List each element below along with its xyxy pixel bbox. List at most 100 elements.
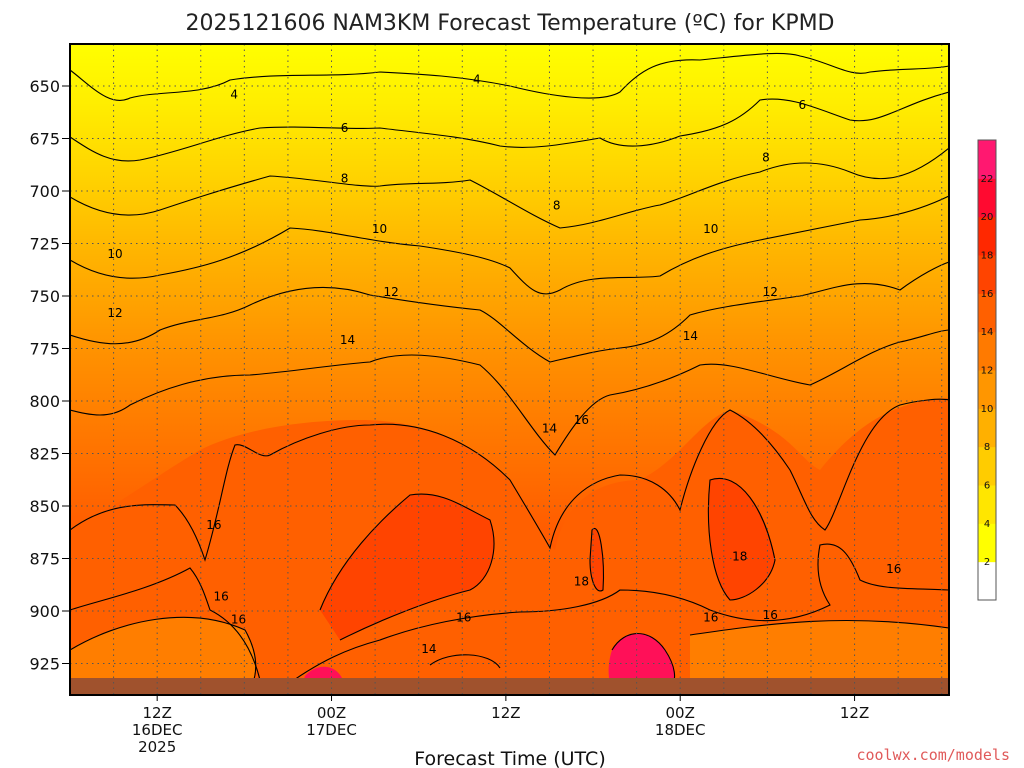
colorbar-segment	[978, 216, 996, 256]
ground-strip	[70, 678, 949, 695]
y-tick-label-900: 900	[29, 602, 60, 621]
contour-label-16: 16	[703, 610, 718, 624]
contour-label-14: 14	[340, 333, 355, 347]
band-14-16	[70, 398, 949, 695]
contour-label-12: 12	[107, 306, 122, 320]
x-tick-label: 12Z	[491, 704, 520, 722]
colorbar-tick-16: 16	[981, 289, 994, 300]
y-tick-label-875: 875	[29, 550, 60, 569]
contour-label-10: 10	[372, 222, 387, 236]
y-tick-label-700: 700	[29, 182, 60, 201]
contour-16-southwest	[70, 567, 261, 681]
band-16-18-b	[708, 478, 775, 600]
y-tick-label-800: 800	[29, 392, 60, 411]
colorbar-segment	[978, 178, 996, 218]
colorbar-tick-18: 18	[981, 251, 994, 262]
contour-label-8: 8	[553, 199, 561, 213]
y-tick-label-825: 825	[29, 445, 60, 464]
gridlines	[70, 44, 949, 695]
contour-6	[70, 91, 949, 162]
contour-14-pocket	[429, 654, 501, 669]
colorbar-segment	[978, 255, 996, 294]
contour-label-14: 14	[421, 642, 436, 656]
contour-label-12: 12	[763, 285, 778, 299]
colorbar-tick-10: 10	[981, 404, 994, 415]
x-tick-label: 00Z	[666, 704, 695, 722]
contour-18-c	[589, 527, 604, 592]
colorbar-segment	[978, 446, 996, 486]
contour-label-16: 16	[763, 608, 778, 622]
contour-label-8: 8	[762, 150, 770, 164]
contour-label-14: 14	[683, 329, 698, 343]
x-axis-label: Forecast Time (UTC)	[414, 748, 605, 768]
colorbar-segment	[978, 293, 996, 333]
contour-12	[70, 261, 949, 363]
colorbar-segment	[978, 523, 996, 563]
colorbar-segment	[978, 370, 996, 409]
contour-10	[70, 195, 949, 295]
contour-label-6: 6	[798, 98, 806, 112]
colorbar-tick-20: 20	[981, 212, 994, 223]
contour-14-low-b	[689, 619, 949, 636]
band-low-12-14-b	[690, 620, 949, 690]
y-tick-label-925: 925	[29, 655, 60, 674]
temperature-field	[70, 44, 949, 695]
x-tick-label: 12Z	[142, 704, 171, 722]
y-tick-label-650: 650	[29, 77, 60, 96]
band-low-12-14	[70, 617, 256, 690]
contour-label-16: 16	[206, 518, 221, 532]
plot-frame	[69, 43, 950, 696]
y-tick-label-725: 725	[29, 235, 60, 254]
band-16-18-c	[590, 528, 604, 591]
x-tick-label: 00Z	[317, 704, 346, 722]
colorbar-tick-8: 8	[984, 442, 990, 453]
colorbar-segment	[978, 561, 996, 601]
contour-label-16: 16	[213, 589, 228, 603]
colorbar-tick-12: 12	[981, 366, 994, 377]
contour-label-16: 16	[574, 413, 589, 427]
x-tick-label: 18DEC	[655, 721, 706, 739]
contour-18-b	[707, 477, 776, 601]
band-18-plus	[608, 633, 675, 690]
contour-label-10: 10	[107, 247, 122, 261]
x-tick-label: 2025	[138, 738, 176, 756]
y-axis: 650 675 700 725 750 775 800 825 850 875 900 925	[29, 77, 70, 674]
contour-label-18: 18	[574, 575, 589, 589]
colorbar-segment	[978, 485, 996, 524]
contour-label-14: 14	[542, 421, 557, 435]
contour-label-4: 4	[230, 87, 238, 101]
colorbar-segment	[978, 331, 996, 371]
contour-14	[70, 329, 949, 456]
x-tick-label: 16DEC	[132, 721, 183, 739]
contour-14-low	[70, 616, 257, 691]
credit-text: coolwx.com/models	[856, 746, 1010, 764]
contour-16-south	[279, 543, 949, 691]
x-tick-label: 17DEC	[306, 721, 357, 739]
contour-label-6: 6	[341, 121, 349, 135]
contour-18-a	[319, 493, 495, 641]
y-tick-label-750: 750	[29, 287, 60, 306]
contour-label-16: 16	[231, 612, 246, 626]
contour-label-16: 16	[886, 562, 901, 576]
colorbar-segment	[978, 140, 996, 179]
contour-label-8: 8	[341, 171, 349, 185]
contour-8	[70, 147, 949, 229]
y-tick-label-850: 850	[29, 497, 60, 516]
colorbar-tick-14: 14	[981, 327, 994, 338]
contour-label-10: 10	[703, 222, 718, 236]
contour-label-4: 4	[473, 73, 481, 87]
x-tick-label: 12Z	[840, 704, 869, 722]
colorbar: 2 4 6 8 10 12 14 16 18 20 22	[977, 139, 997, 601]
contour-label-12: 12	[383, 285, 398, 299]
colorbar-frame	[977, 139, 997, 601]
band-16-18	[320, 494, 494, 640]
y-tick-label-775: 775	[29, 340, 60, 359]
colorbar-tick-6: 6	[984, 481, 990, 492]
contour-4	[70, 52, 949, 101]
colorbar-tick-4: 4	[984, 519, 990, 530]
contour-label-16: 16	[456, 610, 471, 624]
y-tick-label-675: 675	[29, 130, 60, 149]
